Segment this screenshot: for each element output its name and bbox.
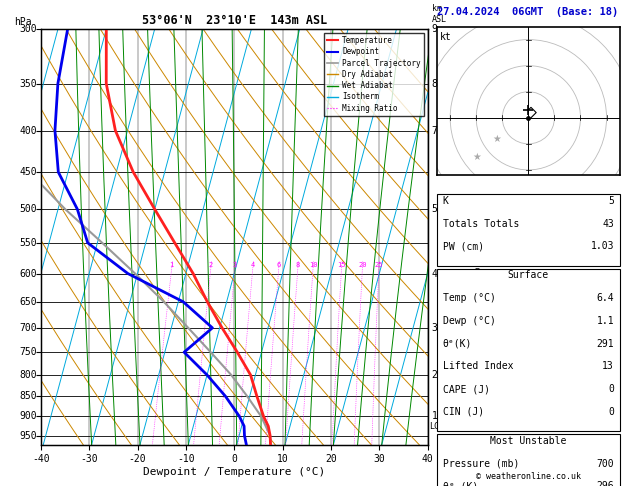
Text: 450: 450 (19, 167, 37, 177)
Text: 296: 296 (596, 481, 614, 486)
Text: 2: 2 (209, 261, 213, 268)
Text: ★: ★ (493, 134, 501, 144)
Legend: Temperature, Dewpoint, Parcel Trajectory, Dry Adiabat, Wet Adiabat, Isotherm, Mi: Temperature, Dewpoint, Parcel Trajectory… (324, 33, 424, 116)
Text: 1: 1 (431, 412, 437, 421)
Text: Dewp (°C): Dewp (°C) (443, 316, 496, 326)
Text: PW (cm): PW (cm) (443, 242, 484, 251)
Text: 7: 7 (431, 125, 437, 136)
Text: 300: 300 (19, 24, 37, 34)
Text: ★: ★ (472, 152, 481, 162)
Text: 2: 2 (431, 370, 437, 380)
Text: 700: 700 (19, 323, 37, 333)
Text: 3: 3 (233, 261, 237, 268)
Text: hPa: hPa (14, 17, 31, 27)
Text: 15: 15 (337, 261, 346, 268)
Text: Most Unstable: Most Unstable (490, 436, 567, 446)
Text: 291: 291 (596, 339, 614, 348)
Text: 1: 1 (170, 261, 174, 268)
Text: 6: 6 (277, 261, 281, 268)
Bar (437, 434, 620, 486)
Text: 3: 3 (431, 323, 437, 333)
Text: K: K (443, 196, 448, 206)
Text: 1.03: 1.03 (591, 242, 614, 251)
Title: 53°06'N  23°10'E  143m ASL: 53°06'N 23°10'E 143m ASL (142, 14, 327, 27)
Text: 5: 5 (431, 204, 437, 214)
Text: 700: 700 (596, 459, 614, 469)
Text: 400: 400 (19, 125, 37, 136)
Text: km
ASL: km ASL (431, 4, 447, 24)
Text: 5: 5 (608, 196, 614, 206)
Text: Pressure (mb): Pressure (mb) (443, 459, 519, 469)
Text: Temp (°C): Temp (°C) (443, 293, 496, 303)
Text: Mixing Ratio (g/kg): Mixing Ratio (g/kg) (474, 235, 483, 322)
Text: 950: 950 (19, 431, 37, 440)
Text: 20: 20 (358, 261, 367, 268)
Bar (437, 194, 620, 265)
Text: 25: 25 (375, 261, 383, 268)
Text: 8: 8 (296, 261, 300, 268)
Text: 600: 600 (19, 269, 37, 278)
Text: © weatheronline.co.uk: © weatheronline.co.uk (476, 472, 581, 481)
Bar (437, 269, 620, 431)
Text: kt: kt (440, 32, 452, 42)
Text: 1.1: 1.1 (596, 316, 614, 326)
Text: 0: 0 (608, 384, 614, 394)
Text: 800: 800 (19, 370, 37, 380)
Text: CIN (J): CIN (J) (443, 407, 484, 417)
Text: Lifted Index: Lifted Index (443, 362, 513, 371)
Text: 0: 0 (608, 407, 614, 417)
Text: 900: 900 (19, 412, 37, 421)
Text: Surface: Surface (508, 270, 549, 280)
Text: 350: 350 (19, 79, 37, 88)
Text: CAPE (J): CAPE (J) (443, 384, 489, 394)
Text: θᵉ(K): θᵉ(K) (443, 339, 472, 348)
Text: 9: 9 (431, 24, 437, 34)
Text: LCL: LCL (429, 422, 444, 431)
Text: 650: 650 (19, 297, 37, 307)
Text: θᵉ (K): θᵉ (K) (443, 481, 478, 486)
Text: 8: 8 (431, 79, 437, 88)
Text: 750: 750 (19, 347, 37, 357)
Text: 43: 43 (603, 219, 614, 228)
X-axis label: Dewpoint / Temperature (°C): Dewpoint / Temperature (°C) (143, 467, 325, 477)
Text: 13: 13 (603, 362, 614, 371)
Text: 850: 850 (19, 391, 37, 401)
Text: Totals Totals: Totals Totals (443, 219, 519, 228)
Text: 4: 4 (251, 261, 255, 268)
Text: 550: 550 (19, 238, 37, 248)
Text: 27.04.2024  06GMT  (Base: 18): 27.04.2024 06GMT (Base: 18) (437, 7, 618, 17)
Text: 10: 10 (309, 261, 318, 268)
Text: 500: 500 (19, 204, 37, 214)
Text: 4: 4 (431, 269, 437, 278)
Text: 6.4: 6.4 (596, 293, 614, 303)
